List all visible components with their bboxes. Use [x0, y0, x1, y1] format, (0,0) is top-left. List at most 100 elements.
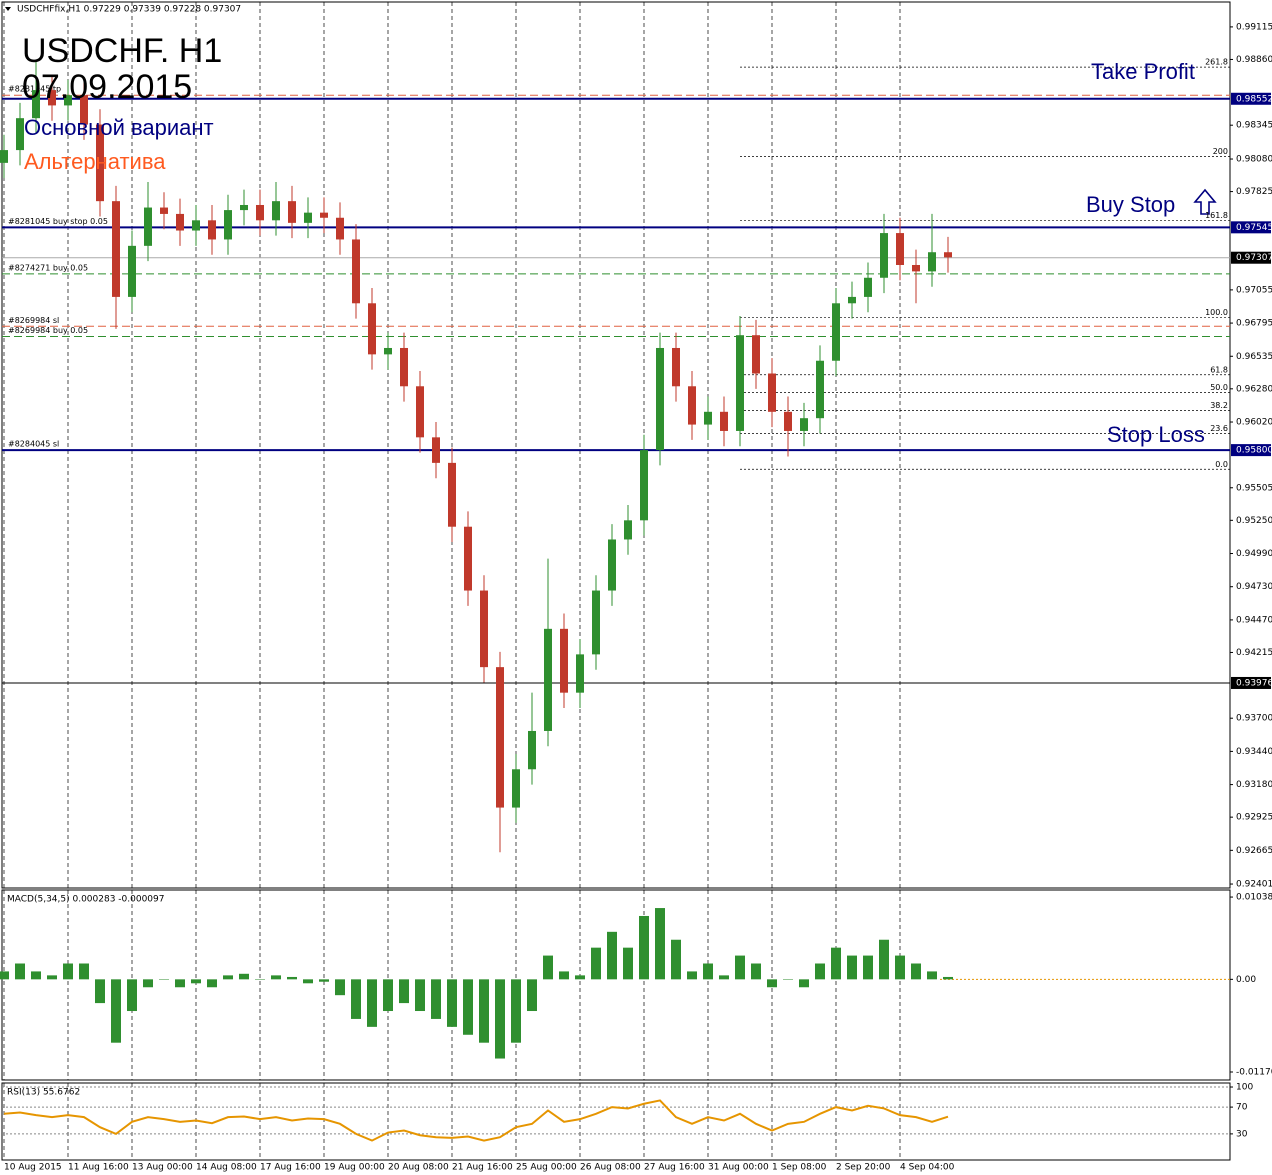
macd-bar: [911, 963, 921, 980]
y-tick-label: 0.92401: [1236, 880, 1272, 890]
order-label: #8274271 buy 0.05: [8, 263, 88, 272]
macd-bar: [335, 979, 345, 996]
candle-body: [144, 207, 152, 246]
x-tick-label: 17 Aug 16:00: [260, 1163, 321, 1173]
price-level-box: [1231, 676, 1271, 689]
price-level-box: [1231, 251, 1271, 264]
price-level-label: 0.97545: [1236, 223, 1272, 233]
buy-stop-arrow: [1193, 188, 1217, 215]
rsi-panel: [1, 1082, 1231, 1161]
candle-body: [928, 252, 936, 272]
candle-body: [224, 210, 232, 240]
x-tick-label: 31 Aug 00:00: [708, 1163, 769, 1173]
price-level-box: [1231, 92, 1271, 105]
macd-bar: [735, 955, 745, 980]
macd-bar: [671, 939, 681, 980]
candle-body: [80, 95, 88, 125]
macd-bar: [863, 955, 873, 980]
x-tick-label: 19 Aug 00:00: [324, 1163, 385, 1173]
y-tick-label: 0.96795: [1236, 319, 1272, 329]
macd-bar: [847, 955, 857, 980]
y-tick-label: 0.94215: [1236, 648, 1272, 658]
macd-bar: [239, 973, 249, 980]
stop-loss-label: Stop Loss: [1107, 422, 1205, 447]
buy-stop-label: Buy Stop: [1086, 192, 1176, 217]
candle-body: [592, 590, 600, 655]
alternative-scenario: Альтернатива: [24, 149, 166, 174]
candle-body: [816, 360, 824, 419]
macd-bar: [799, 979, 809, 988]
x-tick-label: 13 Aug 00:00: [132, 1163, 193, 1173]
fib-label: 261.8: [1205, 58, 1228, 67]
candle-body: [448, 462, 456, 527]
macd-bar: [751, 963, 761, 980]
candle-body: [368, 303, 376, 355]
candle-body: [416, 386, 424, 438]
macd-bar: [31, 971, 41, 980]
order-label: #8281045 tp: [8, 85, 61, 94]
candle-body: [304, 212, 312, 223]
y-tick-label: 0.94990: [1236, 549, 1272, 559]
macd-bar: [623, 947, 633, 980]
macd-bar: [703, 963, 713, 980]
candle-body: [912, 264, 920, 272]
macd-bar: [831, 947, 841, 980]
macd-bar: [687, 971, 697, 980]
order-label: #8281045 buy stop 0.05: [8, 217, 108, 226]
candle-body: [688, 386, 696, 425]
candle-body: [704, 411, 712, 425]
x-tick-label: 1 Sep 08:00: [772, 1163, 827, 1173]
macd-bar: [431, 979, 441, 1019]
x-tick-label: 14 Aug 08:00: [196, 1163, 257, 1173]
candle-body: [288, 201, 296, 223]
candle-body: [640, 450, 648, 521]
candle-body: [64, 95, 72, 106]
candle-body: [32, 90, 40, 119]
fib-label: 100.0: [1205, 308, 1228, 317]
macd-bar: [527, 979, 537, 1012]
main-scenario: Основной вариант: [24, 115, 214, 140]
macd-bar: [639, 915, 649, 980]
fib-label: 23.6: [1210, 424, 1228, 433]
x-tick-label: 10 Aug 2015: [4, 1163, 62, 1173]
macd-bar: [719, 975, 729, 980]
candle-body: [832, 303, 840, 361]
candle-body: [720, 411, 728, 431]
macd-bar: [655, 908, 665, 980]
y-tick-label: 0.92925: [1236, 813, 1272, 823]
macd-bar: [79, 963, 89, 980]
y-tick-label: 0.92665: [1236, 846, 1272, 856]
y-tick-label: 0.96020: [1236, 418, 1272, 428]
candle-body: [96, 124, 104, 202]
macd-bar: [927, 971, 937, 980]
fib-label: 161.8: [1205, 211, 1228, 220]
macd-bar: [783, 979, 793, 980]
macd-panel: [1, 889, 1231, 1081]
rsi-line: [3, 1099, 949, 1142]
macd-bar: [591, 947, 601, 980]
candle-body: [400, 347, 408, 387]
fib-label: 61.8: [1210, 365, 1228, 374]
candle-body: [624, 520, 632, 540]
candle-body: [752, 335, 760, 374]
y-tick-label: 0.94730: [1236, 582, 1272, 592]
price-level-label: 0.98552: [1236, 94, 1272, 104]
macd-header: MACD(5,34,5) 0.000283 -0.000097: [7, 895, 164, 905]
y-tick-label: 0.93440: [1236, 747, 1272, 757]
price-level-box: [1231, 444, 1271, 457]
menu-arrow[interactable]: [5, 7, 11, 11]
candle-body: [192, 220, 200, 231]
candle-body: [560, 628, 568, 693]
candle-body: [528, 730, 536, 770]
macd-bar: [543, 955, 553, 980]
y-tick-label: 0.95250: [1236, 516, 1272, 526]
macd-bar: [255, 979, 265, 980]
macd-bar: [0, 971, 9, 980]
candle-body: [256, 204, 264, 221]
order-label: #8269984 buy 0.05: [8, 326, 88, 335]
macd-bar: [127, 979, 137, 1012]
macd-bar: [271, 975, 281, 980]
candle-body: [320, 212, 328, 218]
macd-bar: [575, 975, 585, 980]
